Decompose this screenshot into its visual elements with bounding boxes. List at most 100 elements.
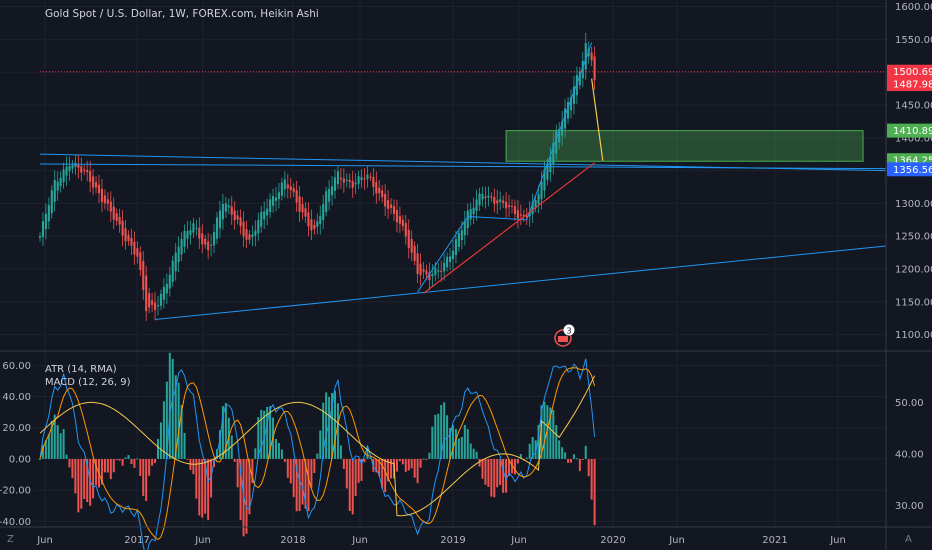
candle-body: [378, 187, 381, 194]
time-tick-label: Jun: [194, 535, 211, 546]
macd-histogram-bar: [121, 458, 124, 466]
macd-histogram-bar: [136, 458, 139, 460]
macd-histogram-bar: [540, 405, 543, 459]
candle-body: [159, 293, 162, 306]
price-tick-label: 1450.00: [895, 100, 932, 111]
macd-histogram-bar: [513, 458, 516, 475]
macd-histogram-bar: [201, 458, 204, 518]
candle-body: [171, 260, 174, 282]
candle-body: [316, 221, 319, 227]
candle-body: [584, 43, 587, 70]
candle-body: [83, 169, 86, 171]
candle-body: [499, 199, 502, 202]
candle-body: [50, 190, 53, 214]
price-tag[interactable]: 1356.56: [887, 162, 932, 177]
macd-histogram-bar: [236, 458, 239, 488]
macd-histogram-bar: [133, 458, 136, 468]
candle-body: [242, 221, 245, 237]
candle-body: [80, 166, 83, 173]
candle-body: [534, 200, 537, 209]
macd-histogram-bar: [115, 458, 118, 460]
candle-body: [139, 252, 142, 270]
candle-body: [339, 177, 342, 180]
macd-histogram-bar: [555, 425, 558, 459]
price-tick-label: 1400.00: [895, 133, 932, 144]
macd-histogram-bar: [157, 438, 159, 459]
macd-histogram-bar: [80, 458, 83, 509]
candle-body: [59, 177, 62, 187]
candle-body: [68, 166, 71, 172]
indicator-left-tick: 40.00: [2, 392, 31, 403]
macd-histogram-bar: [437, 413, 440, 459]
macd-histogram-bar: [407, 458, 410, 471]
macd-histogram-bar: [195, 458, 198, 499]
candle-body: [260, 211, 263, 227]
indicator-atr-label[interactable]: ATR (14, RMA): [45, 364, 117, 375]
candle-body: [301, 204, 304, 213]
macd-histogram-bar: [275, 439, 277, 459]
candle-body: [106, 199, 109, 204]
candle-body: [354, 182, 357, 185]
candle-body: [413, 245, 416, 261]
macd-histogram-bar: [186, 458, 189, 460]
candle-body: [569, 97, 573, 111]
macd-histogram-bar: [537, 424, 540, 459]
macd-histogram-bar: [428, 452, 431, 459]
candle-body: [336, 171, 339, 185]
macd-histogram-bar: [543, 401, 546, 459]
candle-body: [221, 204, 224, 220]
macd-histogram-bar: [307, 458, 310, 512]
price-tag[interactable]: 1500.69: [887, 64, 932, 79]
price-tag[interactable]: 1487.98: [887, 77, 932, 92]
macd-histogram-bar: [422, 458, 425, 460]
indicator-right-tick: 30.00: [895, 501, 924, 512]
indicator-right-tick: 50.00: [895, 398, 924, 409]
candle-body: [428, 272, 431, 281]
macd-histogram-bar: [339, 445, 342, 459]
macd-histogram-bar: [366, 446, 369, 459]
candle-body: [269, 199, 272, 212]
candle-body: [528, 211, 531, 217]
indicator-left-tick: 20.00: [2, 423, 31, 434]
macd-histogram-bar: [454, 428, 457, 459]
indicator-macd-label[interactable]: MACD (12, 26, 9): [45, 377, 131, 388]
indicator-layer: [39, 352, 596, 550]
macd-histogram-bar: [233, 458, 236, 462]
candle-body: [215, 217, 219, 239]
macd-histogram-bar: [425, 458, 428, 460]
event-badge[interactable]: 3: [554, 324, 575, 347]
indicator-right-tick: 40.00: [895, 449, 924, 460]
macd-histogram-bar: [348, 458, 351, 512]
atr-line: [39, 375, 596, 517]
candle-body: [516, 210, 519, 219]
macd-histogram-bar: [92, 458, 95, 499]
badge-count-bg: [563, 324, 575, 336]
candle-body: [375, 181, 378, 194]
candle-body: [581, 60, 584, 79]
candle-body: [449, 256, 452, 262]
price-tag[interactable]: 1410.89: [887, 123, 932, 138]
price-tag-label: 1410.89: [893, 126, 932, 137]
macd-histogram-bar: [68, 458, 71, 468]
candle-body: [493, 197, 496, 204]
candle-body: [148, 293, 151, 308]
candle-body: [109, 201, 112, 212]
candle-body: [505, 201, 508, 209]
candle-body: [469, 208, 472, 220]
candle-body: [280, 182, 283, 196]
candle-body: [440, 270, 443, 272]
macd-histogram-bar: [180, 405, 183, 459]
zoom-icon[interactable]: Z: [7, 534, 14, 545]
auto-scale-icon[interactable]: A: [905, 534, 912, 545]
candle-body: [457, 233, 460, 248]
candle-body: [177, 246, 180, 262]
macd-histogram-bar: [484, 458, 487, 485]
candle-body: [543, 169, 546, 191]
candle-body: [366, 174, 369, 179]
macd-histogram-bar: [342, 458, 345, 469]
time-tick-label: 2019: [440, 535, 465, 546]
macd-histogram-bar: [269, 406, 272, 459]
macd-histogram-bar: [578, 458, 581, 472]
